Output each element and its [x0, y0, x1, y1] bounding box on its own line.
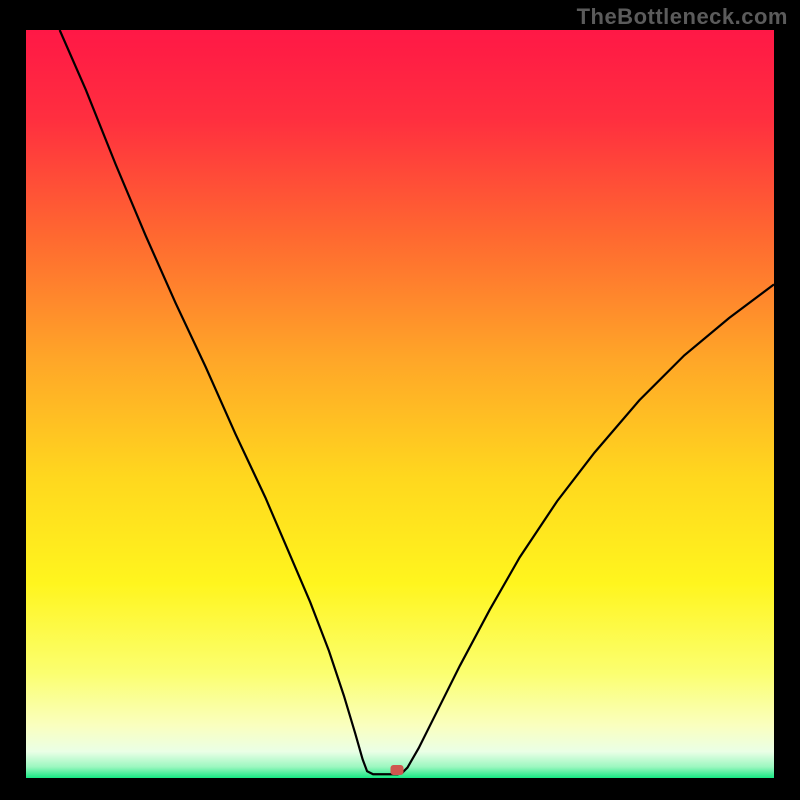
plot-area: [26, 30, 774, 774]
chart-frame: TheBottleneck.com: [0, 0, 800, 800]
bottleneck-curve: [26, 30, 774, 778]
optimum-marker: [391, 765, 404, 775]
curve-right-branch: [401, 284, 774, 773]
watermark-label: TheBottleneck.com: [577, 4, 788, 30]
curve-left-branch: [60, 30, 399, 774]
